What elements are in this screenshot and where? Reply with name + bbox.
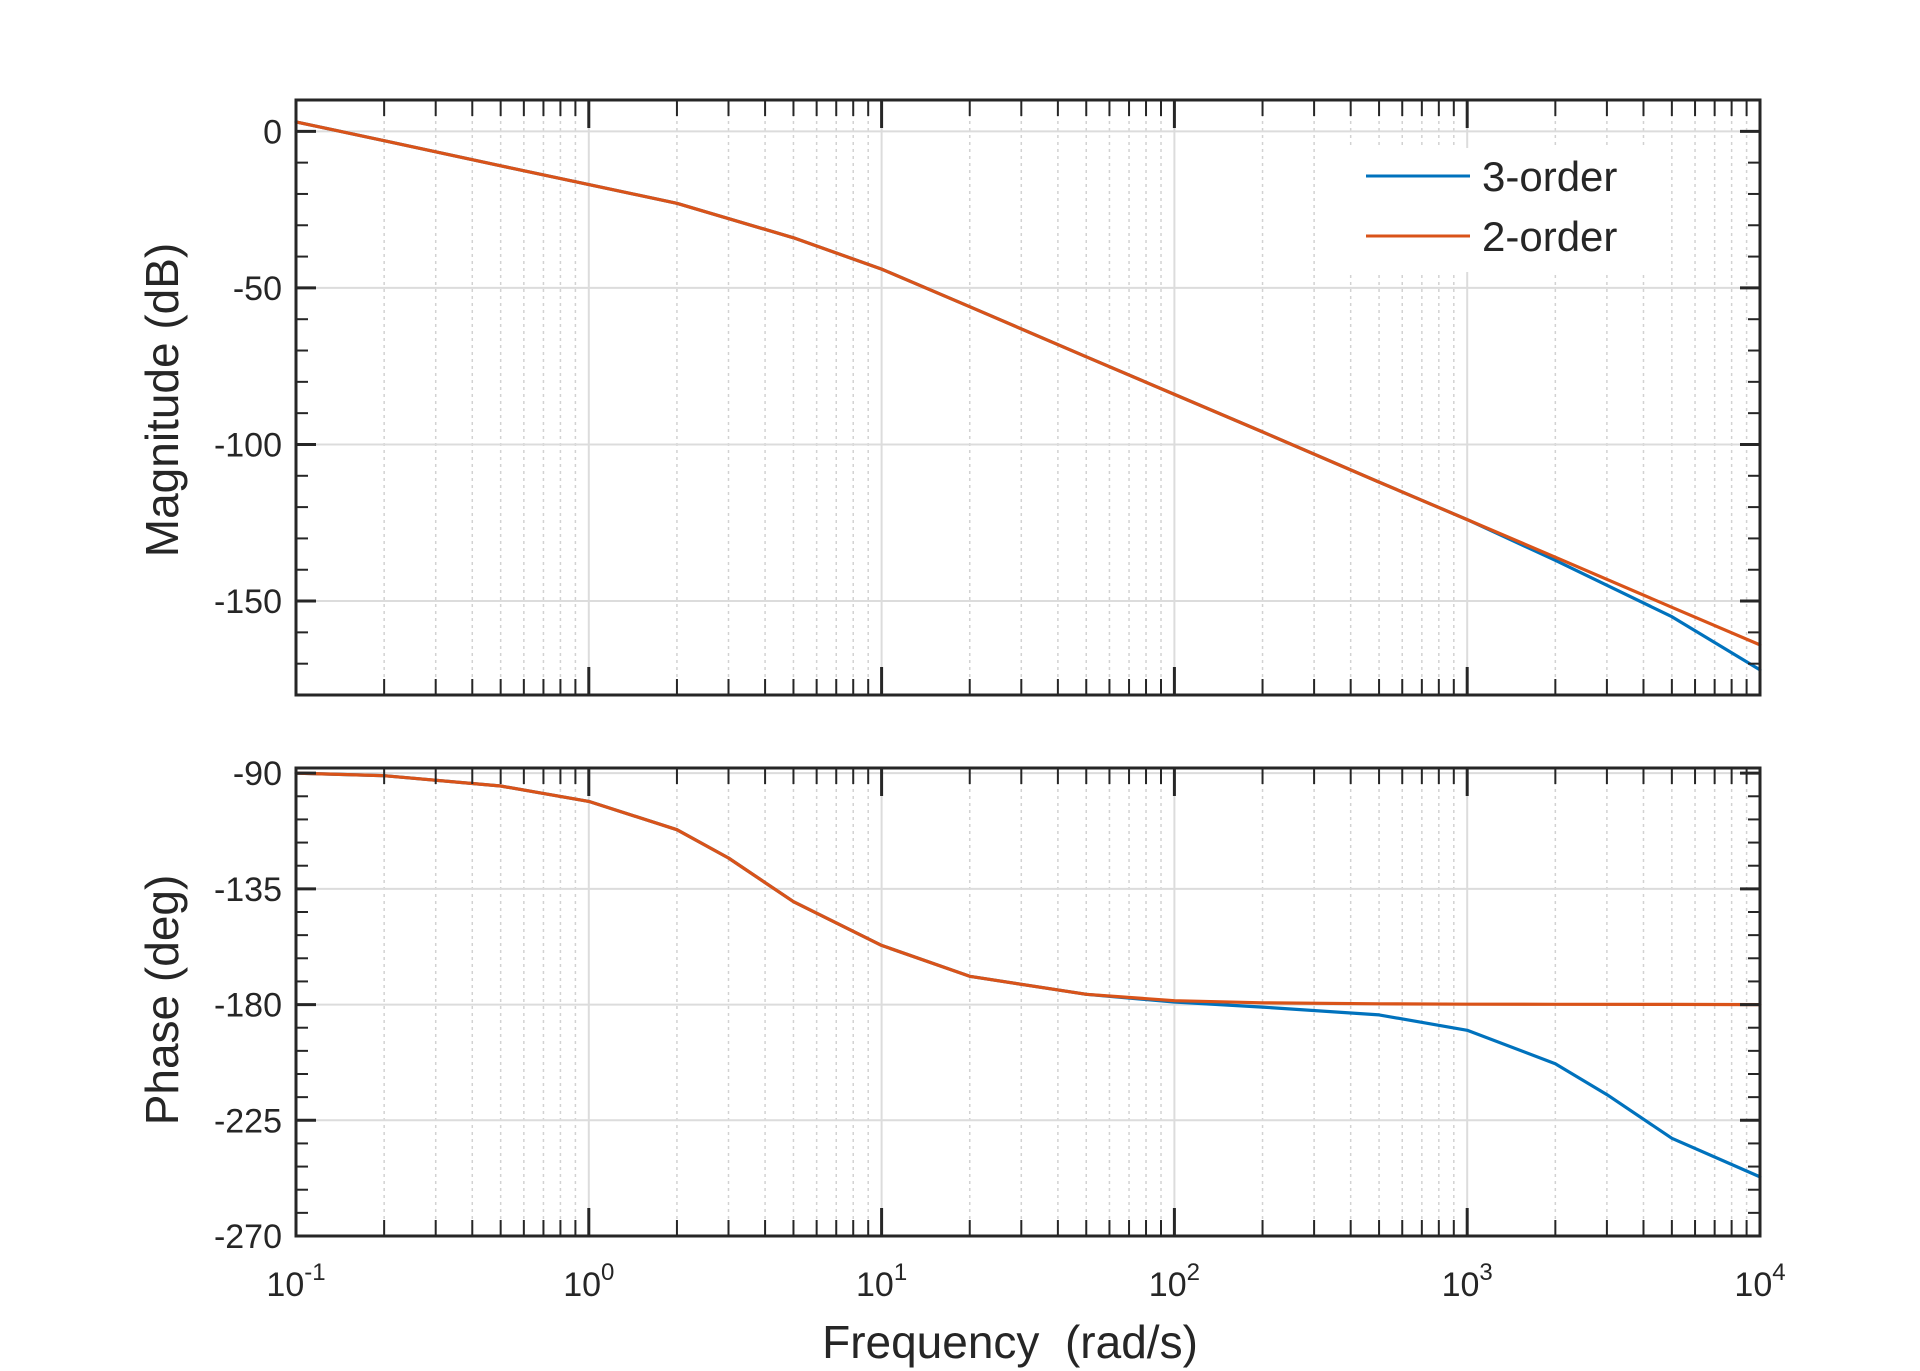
magnitude-y-axis-label: Magnitude (dB) xyxy=(136,243,188,558)
phase-y-tick-label: -90 xyxy=(233,755,282,793)
phase-series xyxy=(294,771,1762,1179)
mag-y-tick-label: -50 xyxy=(233,270,282,308)
phase-y-tick-label: -135 xyxy=(214,871,282,909)
magnitude-series xyxy=(294,120,1762,672)
magnitude-axes-frame xyxy=(294,98,1762,697)
phase-y-tick-label: -180 xyxy=(214,987,282,1025)
mag-y-tick-label: 0 xyxy=(263,113,282,151)
legend: 3-order 2-order xyxy=(1340,148,1670,272)
legend-box xyxy=(1340,148,1670,272)
legend-label-2-order: 2-order xyxy=(1482,213,1617,260)
phase-y-tick-label: -270 xyxy=(214,1218,282,1256)
phase-y-axis-label: Phase (deg) xyxy=(136,875,188,1126)
legend-label-3-order: 3-order xyxy=(1482,153,1617,200)
x-tick-label: 102 xyxy=(1149,1259,1200,1304)
x-tick-label: 100 xyxy=(563,1259,614,1304)
phase-grid xyxy=(295,768,1761,1237)
mag-y-tick-label: -150 xyxy=(214,583,282,621)
phase-axes-frame xyxy=(294,766,1762,1238)
mag-series-line-2-order xyxy=(294,120,1762,647)
x-tick-label: 104 xyxy=(1734,1259,1785,1304)
x-axis-label: Frequency (rad/s) xyxy=(822,1316,1198,1368)
x-tick-labels: 10-1 100 101 102 103 104 xyxy=(266,1259,1785,1304)
phase-y-tick-labels: -90 -135 -180 -225 -270 xyxy=(214,755,282,1256)
phase-panel: -90-135-180-225-270 10-1 100 101 102 103 104 … xyxy=(136,755,1786,1368)
phase-series-line-2-order xyxy=(294,771,1762,1007)
magnitude-y-tick-labels: 0 -50 -100 -150 xyxy=(214,113,282,621)
magnitude-panel: 0 -50 -100 -150 Magnitude (dB) 3-order 2-or… xyxy=(136,98,1762,697)
mag-y-tick-label: -100 xyxy=(214,426,282,464)
phase-y-tick-label: -225 xyxy=(214,1102,282,1140)
x-tick-label: 101 xyxy=(856,1259,907,1304)
x-tick-label: 10-1 xyxy=(266,1259,325,1304)
magnitude-ticks xyxy=(294,99,1762,696)
x-tick-label: 103 xyxy=(1442,1259,1493,1304)
phase-series-line-3-order xyxy=(294,771,1762,1179)
phase-ticks xyxy=(294,768,1762,1238)
